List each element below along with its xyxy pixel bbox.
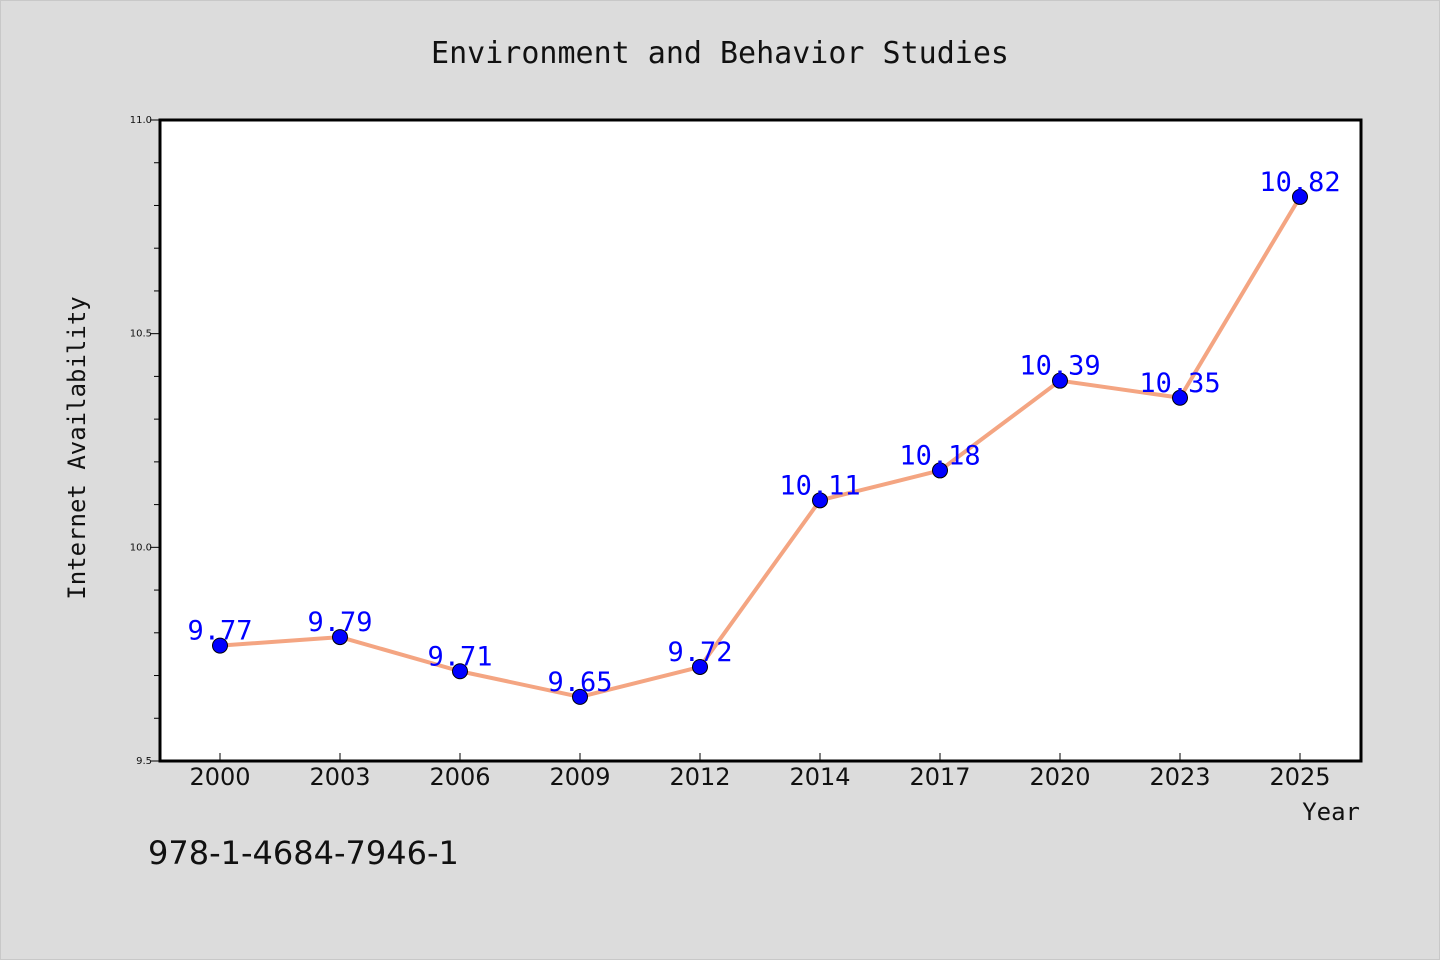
- x-tick-label: 2000: [189, 763, 250, 791]
- x-tick-label: 2025: [1269, 763, 1330, 791]
- series-layer: [212, 188, 1308, 705]
- data-label: 9.65: [547, 667, 612, 698]
- data-point: [452, 663, 468, 680]
- chart-title: Environment and Behavior Studies: [431, 36, 1009, 71]
- x-tick-label: 2017: [909, 763, 970, 791]
- x-axis: 2000 2003 2006 2009 2012 2014 2017 2020 2023 2025: [189, 753, 1331, 791]
- data-label: 10.35: [1139, 368, 1220, 399]
- data-label: 9.79: [307, 607, 372, 638]
- data-label: 10.11: [779, 470, 860, 501]
- data-point: [1292, 188, 1308, 205]
- y-tick-label: 11.0: [130, 115, 152, 126]
- data-point: [332, 629, 348, 646]
- plot-area: [160, 120, 1361, 761]
- y-axis-label: Internet Availability: [63, 296, 91, 599]
- data-point: [932, 462, 948, 479]
- x-tick-label: 2023: [1149, 763, 1210, 791]
- plot-frame: [158, 118, 1363, 763]
- x-axis-label: Year: [1302, 798, 1360, 826]
- x-tick-label: 2014: [789, 763, 850, 791]
- data-point: [1052, 372, 1068, 389]
- isbn-annotation: 978-1-4684-7946-1: [148, 834, 459, 872]
- x-tick-label: 2006: [429, 763, 490, 791]
- x-tick-label: 2003: [309, 763, 370, 791]
- data-label: 9.71: [427, 641, 492, 672]
- series-line: [218, 194, 1302, 699]
- data-point: [1172, 389, 1188, 406]
- y-tick-label: 10.5: [130, 329, 152, 340]
- data-label: 9.77: [187, 616, 252, 647]
- data-point: [692, 658, 708, 675]
- data-point: [212, 637, 228, 654]
- data-label: 9.72: [667, 637, 732, 668]
- x-tick-label: 2020: [1029, 763, 1090, 791]
- y-tick-label: 9.5: [136, 756, 152, 767]
- data-label: 10.39: [1019, 351, 1100, 382]
- data-label: 10.82: [1259, 167, 1340, 198]
- data-point: [812, 492, 828, 509]
- data-label: 10.18: [899, 440, 980, 471]
- data-label-layer: 9.77 9.79 9.71 9.65 9.72 10.11 10.18 10.39 10.35…: [187, 167, 1340, 698]
- data-point: [572, 688, 588, 705]
- x-tick-label: 2009: [549, 763, 610, 791]
- x-tick-label: 2012: [669, 763, 730, 791]
- y-tick-label: 10.0: [130, 542, 152, 553]
